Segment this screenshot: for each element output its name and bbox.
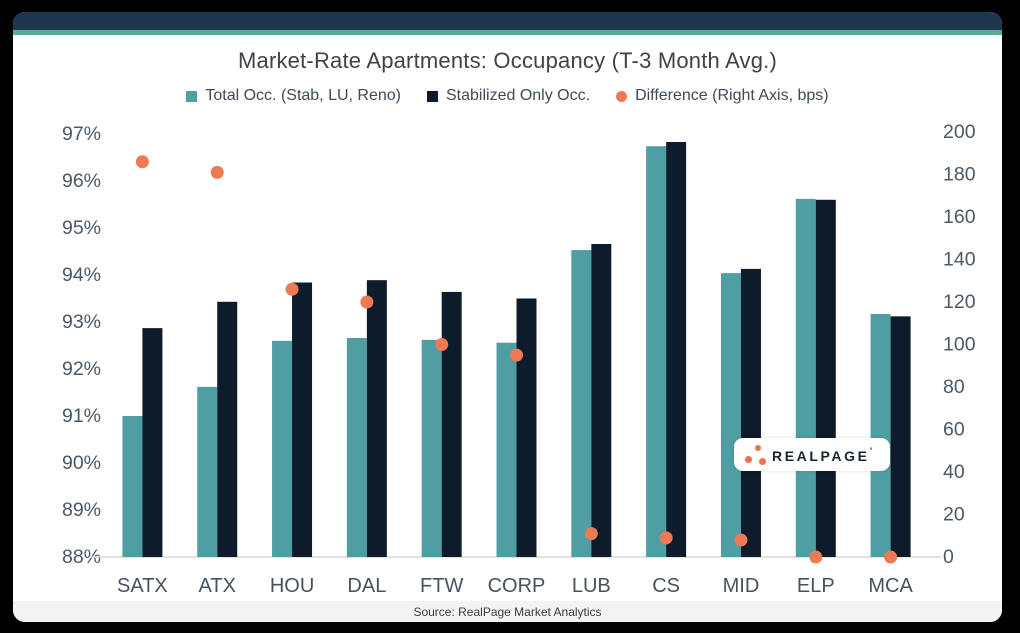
x-axis-category-label: DAL — [347, 575, 386, 597]
right-axis-tick-label: 60 — [943, 419, 965, 441]
x-axis-category-label: LUB — [572, 575, 611, 597]
trademark-mark: ’ — [869, 445, 875, 456]
card-header-bar — [13, 12, 1002, 30]
x-axis-category-label: HOU — [270, 575, 314, 597]
right-axis-tick-label: 80 — [943, 376, 965, 398]
right-axis-tick-label: 0 — [943, 546, 954, 568]
legend-square-total-icon — [186, 90, 198, 102]
left-axis-tick-label: 95% — [62, 217, 101, 239]
left-axis-tick-label: 89% — [62, 499, 101, 521]
right-axis-tick-label: 180 — [943, 164, 976, 186]
legend-item-difference: Difference (Right Axis, bps) — [616, 87, 829, 105]
bar-total-occupancy — [795, 198, 816, 558]
legend-label-difference: Difference (Right Axis, bps) — [635, 87, 829, 104]
left-axis-tick-label: 94% — [62, 264, 101, 286]
realpage-logo-text: REALPAGE’ — [772, 445, 875, 464]
legend-square-stabilized-icon — [427, 90, 438, 102]
bar-stabilized-occupancy — [292, 282, 313, 557]
difference-dot — [435, 338, 449, 351]
bar-total-occupancy — [571, 250, 592, 557]
left-axis-tick-label: 90% — [62, 452, 101, 474]
difference-dot — [809, 550, 823, 564]
legend-item-total: Total Occ. (Stab, LU, Reno) — [186, 87, 401, 105]
bar-stabilized-occupancy — [591, 243, 612, 558]
legend-label-total: Total Occ. (Stab, LU, Reno) — [205, 87, 401, 104]
right-axis-tick-label: 160 — [943, 206, 976, 228]
bar-stabilized-occupancy — [366, 280, 387, 557]
x-axis-category-label: ATX — [199, 575, 236, 597]
realpage-logo: REALPAGE’ — [734, 438, 890, 471]
left-axis-tick-label: 93% — [62, 311, 101, 333]
bar-total-occupancy — [197, 386, 218, 557]
bar-stabilized-occupancy — [516, 298, 537, 557]
x-axis-category-label: SATX — [117, 575, 168, 597]
bar-stabilized-occupancy — [890, 316, 911, 557]
right-axis-tick-label: 20 — [943, 504, 965, 526]
chart-card: Market-Rate Apartments: Occupancy (T-3 M… — [13, 12, 1002, 622]
difference-dot — [659, 531, 673, 545]
bar-stabilized-occupancy — [666, 141, 687, 558]
left-axis-tick-label: 92% — [62, 358, 101, 380]
legend-label-stabilized: Stabilized Only Occ. — [446, 87, 591, 104]
bar-stabilized-occupancy — [142, 328, 163, 557]
chart-title: Market-Rate Apartments: Occupancy (T-3 M… — [237, 48, 778, 73]
difference-dot — [510, 348, 523, 362]
difference-dot — [584, 527, 598, 541]
source-footer: Source: RealPage Market Analytics — [13, 601, 1002, 622]
difference-dot — [360, 295, 374, 309]
chart-legend: Total Occ. (Stab, LU, Reno) Stabilized O… — [13, 87, 1002, 105]
legend-item-stabilized: Stabilized Only Occ. — [427, 87, 590, 105]
x-axis-category-label: ELP — [797, 575, 835, 597]
right-axis-tick-label: 140 — [943, 249, 976, 271]
bar-total-occupancy — [496, 342, 517, 557]
left-axis-tick-label: 96% — [62, 170, 101, 192]
bar-total-occupancy — [122, 416, 143, 557]
x-axis-category-label: CS — [652, 575, 680, 597]
x-axis-category-label: CORP — [488, 575, 546, 597]
x-axis-category-label: MCA — [868, 575, 913, 597]
difference-dot — [884, 550, 898, 564]
bar-stabilized-occupancy — [740, 268, 761, 557]
bar-total-occupancy — [421, 339, 442, 557]
source-text: Source: RealPage Market Analytics — [413, 604, 602, 619]
difference-dot — [734, 533, 748, 547]
x-axis-category-label: MID — [723, 575, 760, 597]
bar-total-occupancy — [870, 314, 891, 557]
bar-stabilized-occupancy — [815, 199, 836, 558]
realpage-dots-icon — [743, 443, 767, 467]
legend-circle-difference-icon — [616, 90, 628, 102]
bar-stabilized-occupancy — [217, 301, 238, 557]
right-axis-tick-label: 120 — [943, 291, 976, 313]
left-axis-tick-label: 91% — [62, 405, 101, 427]
difference-dot — [210, 165, 224, 179]
bar-total-occupancy — [346, 337, 367, 557]
x-axis-category-label: FTW — [420, 575, 463, 597]
left-axis-tick-label: 97% — [62, 123, 101, 145]
bar-total-occupancy — [720, 273, 741, 557]
difference-dot — [135, 155, 149, 169]
right-axis-tick-label: 200 — [943, 121, 976, 143]
bar-total-occupancy — [272, 340, 293, 557]
bar-total-occupancy — [646, 146, 667, 557]
difference-dot — [285, 282, 299, 296]
teal-accent-line — [13, 30, 1002, 35]
left-axis-tick-label: 88% — [62, 546, 101, 568]
right-axis-tick-label: 40 — [943, 461, 965, 483]
bar-stabilized-occupancy — [441, 291, 462, 557]
right-axis-tick-label: 100 — [943, 334, 976, 356]
